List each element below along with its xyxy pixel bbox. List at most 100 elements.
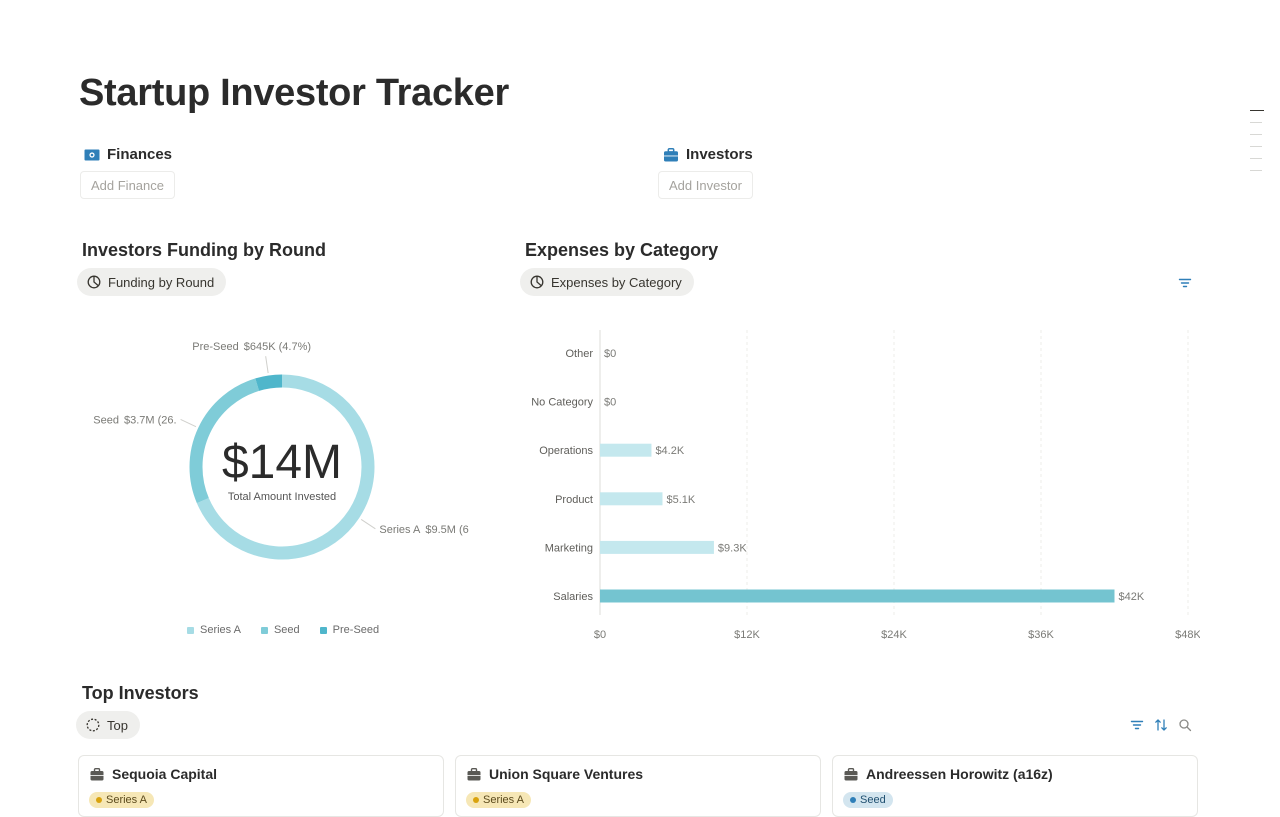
toc-line[interactable]	[1250, 122, 1262, 123]
investor-card[interactable]: Union Square Ventures Series A	[455, 755, 821, 817]
finances-database-link[interactable]: Finances	[84, 146, 172, 163]
bar-product[interactable]	[600, 492, 663, 506]
bar-marketing[interactable]	[600, 540, 714, 554]
x-tick-label: $36K	[1028, 629, 1054, 641]
bar-value-label: $0	[604, 348, 616, 360]
funding-view-tab[interactable]: Funding by Round	[77, 268, 227, 296]
slice-name: Seed	[93, 414, 119, 426]
gallery-dashed-circle-icon	[86, 718, 100, 732]
tag-dot	[96, 797, 102, 803]
legend-swatch	[187, 626, 194, 634]
slice-name: Pre-Seed	[192, 341, 238, 353]
x-tick-label: $12K	[734, 629, 760, 641]
toc-line[interactable]	[1250, 158, 1262, 159]
round-tag: Series A	[466, 792, 531, 808]
top-view-label: Top	[107, 717, 128, 733]
bar-operations[interactable]	[600, 443, 652, 457]
tag-dot	[473, 797, 479, 803]
investors-database-link[interactable]: Investors	[663, 146, 753, 163]
pie-chart-icon	[87, 275, 101, 289]
slice-value: $645K (4.7%)	[244, 341, 311, 353]
investor-card[interactable]: Sequoia Capital Series A	[78, 755, 444, 817]
x-tick-label: $48K	[1175, 629, 1200, 641]
briefcase-icon	[844, 767, 858, 780]
investor-name: Union Square Ventures	[489, 766, 644, 782]
round-label: Series A	[106, 794, 147, 806]
legend-swatch	[319, 626, 327, 634]
briefcase-icon	[664, 147, 678, 161]
slice-value: $9.5M (6	[425, 524, 468, 536]
x-tick-label: $0	[594, 629, 606, 641]
slice-name: Series A	[379, 524, 421, 536]
toc-line[interactable]	[1250, 170, 1262, 171]
y-category-label: No Category	[531, 397, 593, 409]
expenses-section-title: Expenses by Category	[525, 240, 719, 260]
y-category-label: Other	[565, 348, 593, 360]
page-title: Startup Investor Tracker	[79, 72, 509, 114]
tag-dot	[850, 797, 856, 803]
bar-value-label: $0	[604, 397, 616, 409]
bar-salaries[interactable]	[600, 589, 1115, 603]
slice-value: $3.7M (26.	[124, 414, 177, 426]
expenses-view-label: Expenses by Category	[551, 274, 682, 290]
legend-item[interactable]: Seed	[260, 624, 300, 636]
round-tag: Seed	[843, 792, 893, 808]
investor-name: Andreessen Horowitz (a16z)	[866, 766, 1053, 782]
toc-line[interactable]	[1250, 134, 1262, 135]
legend-item[interactable]: Pre-Seed	[319, 624, 380, 636]
bar-value-label: $5.1K	[666, 494, 695, 506]
finances-label: Finances	[107, 146, 173, 163]
toc-line[interactable]	[1250, 146, 1262, 147]
donut-slice-label: Series A $9.5M (6	[379, 524, 468, 536]
table-of-contents[interactable]	[1250, 110, 1264, 182]
y-category-label: Marketing	[545, 542, 593, 554]
add-finance-button[interactable]: Add Finance	[80, 171, 175, 199]
investors-label: Investors	[686, 146, 753, 163]
legend-label: Series A	[200, 624, 241, 636]
bar-value-label: $42K	[1119, 591, 1145, 603]
funding-view-label: Funding by Round	[108, 274, 215, 290]
donut-legend: Series A Seed Pre-Seed	[187, 624, 379, 636]
search-icon[interactable]	[1178, 718, 1192, 732]
legend-item[interactable]: Series A	[187, 624, 241, 636]
pie-chart-icon	[530, 275, 544, 289]
sort-icon[interactable]	[1154, 718, 1168, 732]
money-icon	[84, 149, 100, 160]
x-tick-label: $24K	[881, 629, 907, 641]
donut-slice-seed[interactable]	[189, 378, 260, 504]
donut-center-value: $14M	[222, 436, 342, 489]
bar-value-label: $4.2K	[655, 445, 684, 457]
donut-leader-line	[180, 418, 197, 428]
round-tag: Series A	[89, 792, 154, 808]
filter-icon[interactable]	[1130, 718, 1144, 732]
donut-center-label: Total Amount Invested	[228, 491, 336, 503]
expenses-bar-chart: $0 $12K $24K $36K $48K Other $0 No Category $0 Op…	[531, 330, 1200, 641]
donut-leader-line	[360, 519, 376, 530]
add-investor-button[interactable]: Add Investor	[658, 171, 753, 199]
top-view-tab[interactable]: Top	[76, 711, 140, 739]
donut-leader-line	[265, 356, 269, 374]
legend-label: Pre-Seed	[332, 624, 380, 636]
round-label: Seed	[860, 794, 886, 806]
legend-swatch	[260, 626, 268, 634]
y-category-label: Product	[555, 494, 593, 506]
investor-card[interactable]: Andreessen Horowitz (a16z) Seed	[832, 755, 1198, 817]
y-category-label: Operations	[539, 445, 593, 457]
briefcase-icon	[90, 767, 104, 780]
briefcase-icon	[467, 767, 481, 780]
expenses-view-tab[interactable]: Expenses by Category	[520, 268, 694, 296]
funding-donut-chart: Series A $9.5M (6 Seed $3.7M (26. Pre-Seed $6…	[93, 341, 469, 560]
legend-label: Seed	[273, 624, 300, 636]
donut-slice-label: Seed $3.7M (26.	[93, 414, 176, 426]
investor-name: Sequoia Capital	[112, 766, 218, 782]
top-investors-title: Top Investors	[82, 683, 199, 703]
toc-line[interactable]	[1250, 110, 1264, 111]
y-category-label: Salaries	[553, 591, 593, 603]
bar-value-label: $9.3K	[718, 542, 747, 554]
funding-section-title: Investors Funding by Round	[82, 240, 326, 260]
donut-slice-series-a[interactable]	[196, 374, 375, 560]
filter-icon[interactable]	[1178, 276, 1192, 290]
round-label: Series A	[483, 794, 524, 806]
donut-slice-label: Pre-Seed $645K (4.7%)	[192, 341, 311, 353]
donut-slice-pre-seed[interactable]	[255, 374, 283, 391]
